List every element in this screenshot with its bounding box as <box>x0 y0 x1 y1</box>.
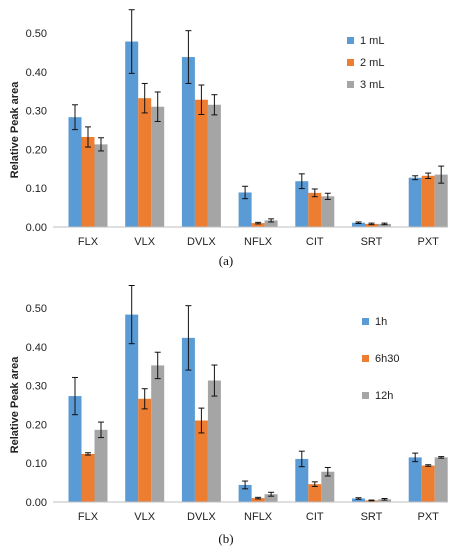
x-tick-label: SRT <box>361 511 383 523</box>
legend-label: 1h <box>375 316 387 328</box>
x-tick-label: SRT <box>361 236 383 248</box>
bar <box>251 223 265 227</box>
bar <box>68 396 82 502</box>
bar <box>421 175 435 227</box>
bar <box>352 222 365 227</box>
y-tick-label: 0.20 <box>26 144 47 156</box>
x-tick-label: CIT <box>306 236 324 248</box>
legend-swatch <box>347 59 354 66</box>
bar <box>321 471 335 502</box>
bar <box>308 192 322 227</box>
x-tick-label: FLX <box>78 511 99 523</box>
legend-label: 2 mL <box>360 57 384 69</box>
bar <box>264 494 278 502</box>
y-tick-label: 0.30 <box>26 381 47 393</box>
y-tick-label: 0.50 <box>26 28 47 40</box>
legend-swatch <box>362 355 369 362</box>
legend-label: 12h <box>375 390 393 402</box>
y-axis-title: Relative Peak area <box>9 356 21 454</box>
bar <box>238 484 252 502</box>
legend-label: 1 mL <box>360 35 384 47</box>
x-tick-label: DVLX <box>187 511 216 523</box>
y-tick-label: 0.50 <box>26 303 47 315</box>
y-tick-label: 0.20 <box>26 419 47 431</box>
bar <box>125 314 139 502</box>
x-tick-label: PXT <box>417 511 439 523</box>
legend-swatch <box>362 318 369 325</box>
bar <box>181 337 195 502</box>
bar <box>251 498 265 502</box>
bar <box>434 457 448 502</box>
bar <box>151 106 165 227</box>
bar <box>138 398 152 502</box>
bar <box>94 429 108 502</box>
bar <box>81 453 95 502</box>
x-tick-label: NFLX <box>244 236 273 248</box>
x-tick-label: VLX <box>134 236 155 248</box>
bar <box>295 181 309 227</box>
bar <box>207 104 221 227</box>
panel-caption: (b) <box>218 531 233 546</box>
x-tick-label: DVLX <box>187 236 216 248</box>
bar <box>138 98 152 228</box>
bar <box>408 177 422 227</box>
bar <box>94 144 108 227</box>
bar <box>378 223 391 227</box>
bar <box>194 99 208 227</box>
bar <box>352 498 365 502</box>
y-tick-label: 0.10 <box>26 458 47 470</box>
x-tick-label: NFLX <box>244 511 273 523</box>
bar <box>68 117 82 227</box>
x-tick-label: VLX <box>134 511 155 523</box>
y-tick-label: 0.30 <box>26 106 47 118</box>
bar <box>434 174 448 227</box>
bar <box>308 484 322 502</box>
y-tick-label: 0.00 <box>26 222 47 234</box>
x-tick-label: PXT <box>417 236 439 248</box>
bar <box>151 365 165 502</box>
bar <box>125 41 139 228</box>
legend-label: 3 mL <box>360 79 384 91</box>
panel-caption: (a) <box>219 253 233 268</box>
bar <box>181 57 195 227</box>
y-axis-title: Relative Peak area <box>9 81 21 179</box>
bar <box>264 220 278 227</box>
y-tick-label: 0.10 <box>26 183 47 195</box>
bar <box>408 457 422 502</box>
x-tick-label: CIT <box>306 511 324 523</box>
bar <box>421 465 435 502</box>
bar <box>321 196 335 227</box>
y-tick-label: 0.00 <box>26 497 47 509</box>
x-tick-label: FLX <box>78 236 99 248</box>
bar <box>378 499 391 502</box>
legend-swatch <box>347 81 354 88</box>
bar <box>365 223 378 227</box>
bar <box>295 458 309 502</box>
legend-label: 6h30 <box>375 353 399 365</box>
bar <box>81 136 95 227</box>
y-tick-label: 0.40 <box>26 67 47 79</box>
y-tick-label: 0.40 <box>26 342 47 354</box>
legend-swatch <box>347 37 354 44</box>
bar <box>238 192 252 227</box>
bar <box>194 420 208 502</box>
legend-swatch <box>362 392 369 399</box>
bar <box>207 380 221 502</box>
